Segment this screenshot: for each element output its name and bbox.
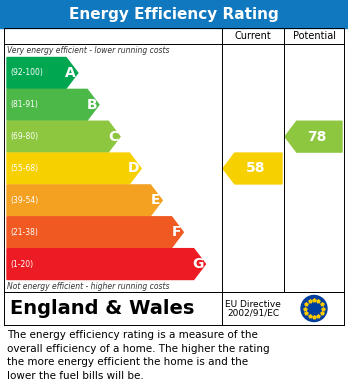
Text: The energy efficiency rating is a measure of the
overall efficiency of a home. T: The energy efficiency rating is a measur… bbox=[7, 330, 270, 381]
Text: A: A bbox=[65, 66, 76, 80]
Text: Not energy efficient - higher running costs: Not energy efficient - higher running co… bbox=[7, 282, 169, 291]
Text: (69-80): (69-80) bbox=[10, 132, 38, 141]
Polygon shape bbox=[7, 121, 120, 152]
Text: G: G bbox=[192, 257, 204, 271]
Polygon shape bbox=[7, 185, 162, 216]
Bar bbox=[0, 0, 348, 28]
Text: E: E bbox=[151, 194, 160, 207]
Text: (55-68): (55-68) bbox=[10, 164, 38, 173]
Text: (81-91): (81-91) bbox=[10, 100, 38, 109]
Polygon shape bbox=[285, 121, 342, 152]
Text: C: C bbox=[108, 130, 118, 143]
Text: EU Directive: EU Directive bbox=[225, 300, 281, 309]
Text: D: D bbox=[128, 161, 139, 176]
Polygon shape bbox=[7, 90, 99, 120]
Polygon shape bbox=[7, 217, 183, 248]
Polygon shape bbox=[7, 57, 78, 88]
Text: Very energy efficient - lower running costs: Very energy efficient - lower running co… bbox=[7, 46, 169, 55]
Polygon shape bbox=[223, 153, 282, 184]
Polygon shape bbox=[7, 249, 205, 280]
Circle shape bbox=[301, 296, 327, 321]
Text: 58: 58 bbox=[246, 161, 266, 176]
Text: (39-54): (39-54) bbox=[10, 196, 38, 205]
Text: B: B bbox=[86, 98, 97, 112]
Text: 78: 78 bbox=[307, 130, 327, 143]
Text: (92-100): (92-100) bbox=[10, 68, 43, 77]
Text: (21-38): (21-38) bbox=[10, 228, 38, 237]
Text: England & Wales: England & Wales bbox=[10, 299, 195, 318]
Bar bbox=[4, 292, 344, 325]
Polygon shape bbox=[7, 153, 141, 184]
Text: Potential: Potential bbox=[293, 31, 335, 41]
Text: Energy Efficiency Rating: Energy Efficiency Rating bbox=[69, 7, 279, 22]
Text: (1-20): (1-20) bbox=[10, 260, 33, 269]
Bar bbox=[4, 28, 344, 292]
Text: 2002/91/EC: 2002/91/EC bbox=[227, 309, 279, 318]
Text: Current: Current bbox=[235, 31, 271, 41]
Text: F: F bbox=[172, 225, 181, 239]
